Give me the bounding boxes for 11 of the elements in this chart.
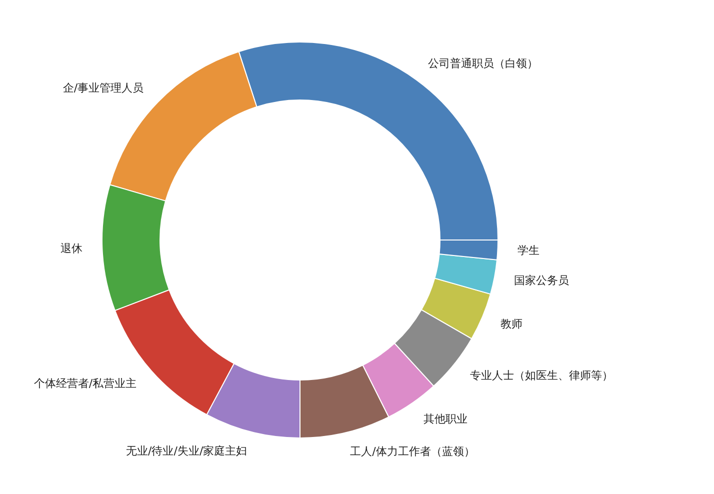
slice-label: 公司普通职员（白领） <box>428 56 538 70</box>
slice-label: 国家公务员 <box>514 274 569 287</box>
slice-label: 企/事业管理人员 <box>62 81 144 94</box>
slice-label: 个体经营者/私营业主 <box>34 377 137 390</box>
slice-label: 无业/待业/失业/家庭主妇 <box>126 444 248 458</box>
slice-label: 其他职业 <box>424 412 468 426</box>
slice-label: 教师 <box>500 318 523 331</box>
slice-label: 退休 <box>60 242 82 255</box>
slice-label: 工人/体力工作者（蓝领） <box>350 444 475 458</box>
slice-label: 专业人士（如医生、律师等） <box>470 369 613 382</box>
slice-label: 学生 <box>518 244 540 257</box>
